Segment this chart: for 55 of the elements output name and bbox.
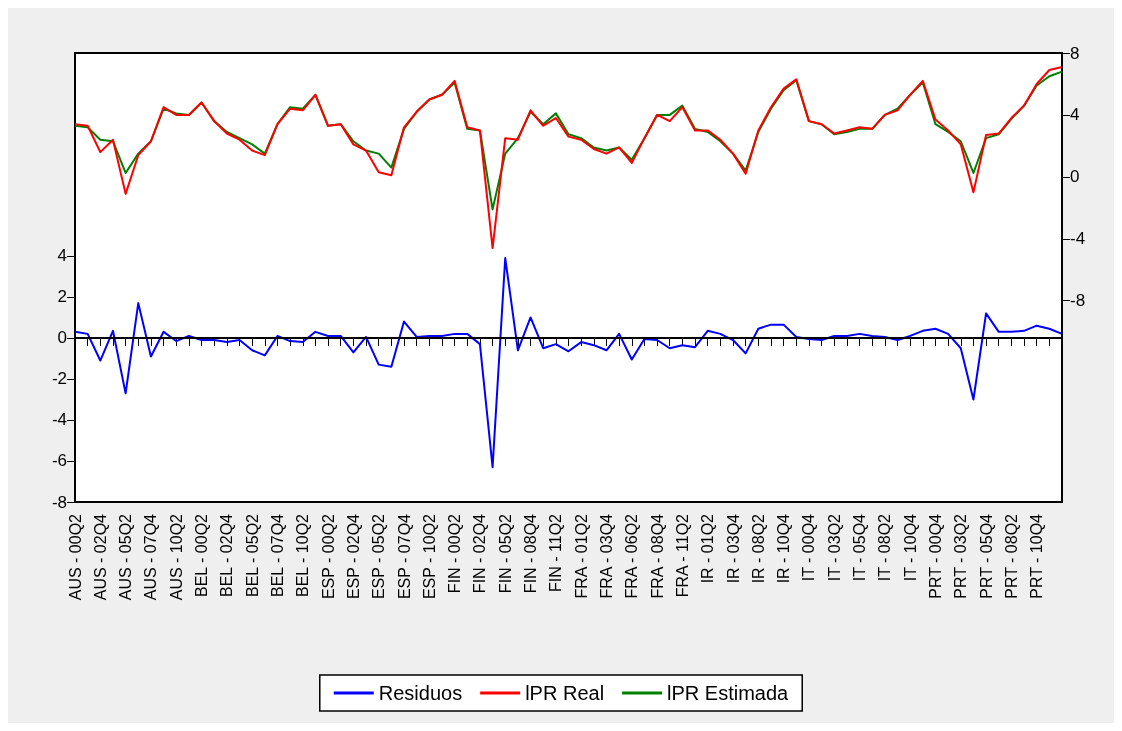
x-tick-label: FIN - 00Q2 — [446, 513, 464, 594]
x-tick-label: BEL - 00Q2 — [193, 513, 211, 598]
line-series — [74, 65, 1063, 250]
y2-tick-label: 0 — [1070, 167, 1080, 187]
x-tick-label: AUS - 05Q2 — [117, 513, 135, 601]
x-tick-label: AUS - 07Q4 — [142, 513, 160, 601]
x-tick-label: BEL - 10Q2 — [294, 513, 312, 598]
x-tick-label: FRA - 11Q2 — [673, 513, 691, 598]
x-tick-label: IR - 08Q2 — [749, 513, 767, 584]
x-tick-label: PRT - 05Q4 — [977, 513, 995, 599]
x-tick-label: IT - 00Q4 — [800, 513, 818, 582]
x-tick-label: FIN - 08Q4 — [522, 513, 540, 594]
y-tick-label: -4 — [51, 410, 67, 430]
x-tick-label: AUS - 02Q4 — [91, 513, 109, 601]
y-tick-label: -6 — [51, 451, 67, 471]
y-tick-label: 2 — [57, 287, 67, 307]
legend-label: Residuos — [378, 682, 463, 704]
x-tick-label: IT - 05Q4 — [851, 513, 869, 582]
y2-tick-label: 4 — [1070, 105, 1080, 125]
x-tick-label: ESP - 05Q2 — [370, 513, 388, 600]
x-tick-label: FRA - 01Q2 — [572, 513, 590, 599]
x-tick-label: ESP - 02Q4 — [344, 513, 362, 600]
y-tick-label: 0 — [57, 328, 67, 348]
x-tick-label: IT - 08Q2 — [876, 513, 894, 582]
x-tick-label: BEL - 05Q2 — [243, 513, 261, 598]
x-tick-label: IT - 10Q4 — [901, 513, 919, 582]
x-tick-label: FRA - 03Q4 — [597, 513, 615, 599]
x-tick-label: FIN - 11Q2 — [547, 513, 565, 592]
x-tick-label: FIN - 05Q2 — [496, 513, 514, 594]
x-tick-label: AUS - 10Q2 — [167, 513, 185, 601]
x-tick-label: PRT - 08Q2 — [1002, 513, 1020, 599]
y2-tick-label: -8 — [1070, 291, 1086, 311]
x-tick-label: BEL - 02Q4 — [218, 513, 236, 598]
x-tick-label: BEL - 07Q4 — [268, 513, 286, 598]
x-tick-label: PRT - 03Q2 — [952, 513, 970, 599]
legend-label: lPR Real — [525, 682, 605, 704]
x-tick-label: PRT - 00Q4 — [926, 513, 944, 599]
x-tick-label: FRA - 08Q4 — [648, 513, 666, 599]
x-tick-label: IT - 03Q2 — [825, 513, 843, 582]
y-tick-label: 4 — [57, 246, 67, 266]
x-tick-label: ESP - 07Q4 — [395, 513, 413, 600]
x-tick-label: ESP - 00Q2 — [319, 513, 337, 600]
x-tick-label: ESP - 10Q2 — [420, 513, 438, 600]
x-tick-label: PRT - 10Q4 — [1028, 513, 1046, 599]
x-tick-label: AUS - 00Q2 — [66, 513, 84, 601]
x-tick-label: FIN - 02Q4 — [471, 513, 489, 594]
x-tick-label: IR - 01Q2 — [699, 513, 717, 584]
x-tick-label: FRA - 06Q2 — [623, 513, 641, 599]
y2-tick-label: 8 — [1070, 43, 1080, 63]
x-tick-label: IR - 03Q4 — [724, 513, 742, 584]
y-tick-label: -2 — [51, 369, 67, 389]
x-tick-label: IR - 10Q4 — [775, 513, 793, 584]
y2-tick-label: -4 — [1070, 229, 1086, 249]
y-tick-label: -8 — [51, 492, 67, 512]
legend-label: lPR Estimada — [667, 682, 790, 704]
